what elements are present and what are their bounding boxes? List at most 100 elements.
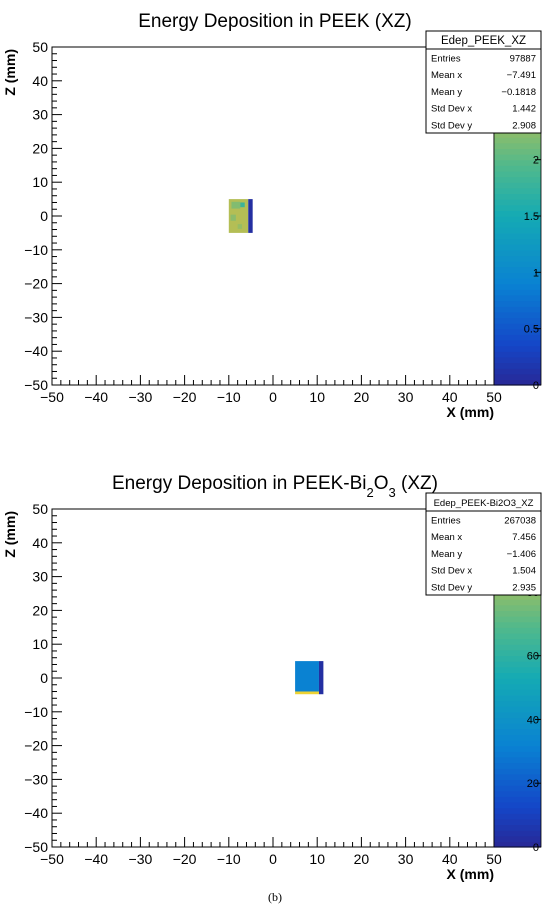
stats-row-value: 7.456 xyxy=(512,532,536,543)
title-subscript: 3 xyxy=(389,485,396,500)
colorbar-band xyxy=(494,807,541,814)
colorbar-band xyxy=(494,818,541,826)
heatmap-panel-peek-bi2o3: Energy Deposition in PEEK-Bi2O3 (XZ) −50 −… xyxy=(0,462,550,902)
y-axis-label: Z (mm) xyxy=(2,511,18,558)
colorbar-band xyxy=(494,678,541,685)
colorbar-band xyxy=(494,785,541,792)
y-tick-label: −20 xyxy=(24,276,48,292)
colorbar-band xyxy=(494,176,541,183)
stats-row-value: 1.504 xyxy=(512,566,536,577)
stats-row-value: 97887 xyxy=(510,53,536,64)
colorbar-band xyxy=(494,154,541,161)
title-part: Energy Deposition in PEEK-Bi xyxy=(112,473,367,494)
colorbar-band xyxy=(494,616,541,623)
colorbar-band xyxy=(494,683,541,690)
colorbar-band xyxy=(494,773,541,780)
colorbar-band xyxy=(494,751,541,758)
colorbar-band xyxy=(494,339,541,347)
stats-row-value: 1.442 xyxy=(512,104,536,115)
colorbar-band xyxy=(494,379,541,386)
colorbar-band xyxy=(494,672,541,679)
colorbar-band xyxy=(494,621,541,628)
y-tick-label: 0 xyxy=(40,208,48,224)
colorbar-band xyxy=(494,627,541,634)
colorbar-band xyxy=(494,193,541,200)
colorbar-band xyxy=(494,768,541,775)
colorbar-band xyxy=(494,830,541,837)
stats-row-label: Mean y xyxy=(431,549,462,560)
heatmap-cell xyxy=(230,214,236,221)
colorbar-band xyxy=(494,137,541,144)
colorbar-band xyxy=(494,261,541,268)
chart-title: Energy Deposition in PEEK (XZ) xyxy=(138,11,412,32)
colorbar-band xyxy=(494,249,541,257)
colorbar-band xyxy=(494,824,541,831)
stats-row-label: Std Dev x xyxy=(431,566,472,577)
y-tick-label: 30 xyxy=(32,569,48,585)
colorbar-band xyxy=(494,311,541,318)
colorbar-band xyxy=(494,244,541,251)
x-axis-label: X (mm) xyxy=(447,866,494,882)
colorbar-tick-label: 2 xyxy=(533,155,539,167)
colorbar-band xyxy=(494,148,541,155)
y-tick-label: 0 xyxy=(40,670,48,686)
x-tick-label: 10 xyxy=(309,389,325,405)
stats-row-value: 2.935 xyxy=(512,583,536,594)
x-tick-label: −50 xyxy=(40,389,64,405)
stats-row-label: Std Dev x xyxy=(431,104,472,115)
heatmap-chart-peek: Energy Deposition in PEEK (XZ) −50 −40 −30 −… xyxy=(2,11,542,420)
stats-row-label: Entries xyxy=(431,515,461,526)
x-tick-label: 40 xyxy=(442,389,458,405)
heatmap-cell xyxy=(295,691,319,695)
colorbar-band xyxy=(494,294,541,302)
colorbar-band xyxy=(494,706,541,713)
colorbar-band xyxy=(494,717,541,724)
y-tick-label: −50 xyxy=(24,839,48,855)
colorbar-band xyxy=(494,644,541,651)
colorbar-band xyxy=(494,368,541,375)
colorbar-band xyxy=(494,801,541,809)
y-tick-label: 40 xyxy=(32,535,48,551)
colorbar-band xyxy=(494,351,541,358)
stats-row-value: −1.406 xyxy=(507,549,536,560)
colorbar-band xyxy=(494,362,541,369)
y-tick-label: −10 xyxy=(24,242,48,258)
stats-row-label: Mean x xyxy=(431,70,462,81)
x-tick-label: −20 xyxy=(173,389,197,405)
colorbar-band xyxy=(494,170,541,178)
x-tick-label: 30 xyxy=(398,389,414,405)
x-tick-label: 30 xyxy=(398,851,414,867)
heatmap-cell xyxy=(318,661,324,695)
colorbar-tick-label: 60 xyxy=(527,651,539,663)
y-tick-label: 20 xyxy=(32,140,48,156)
colorbar-band xyxy=(494,700,541,707)
y-tick-label: 20 xyxy=(32,602,48,618)
colorbar-band xyxy=(494,728,541,735)
x-tick-label: 20 xyxy=(354,389,370,405)
y-tick-label: −30 xyxy=(24,309,48,325)
x-tick-label: 0 xyxy=(269,389,277,405)
y-tick-label: −30 xyxy=(24,771,48,787)
y-tick-label: 30 xyxy=(32,107,48,123)
x-tick-label: −30 xyxy=(129,389,153,405)
colorbar-tick-label: 20 xyxy=(527,778,539,790)
stats-row-label: Std Dev y xyxy=(431,583,472,594)
x-tick-label: −20 xyxy=(173,851,197,867)
x-tick-label: −40 xyxy=(84,851,108,867)
colorbar-band xyxy=(494,345,541,352)
x-tick-label: −40 xyxy=(84,389,108,405)
colorbar-band xyxy=(494,841,541,848)
y-tick-label: 10 xyxy=(32,636,48,652)
colorbar-band xyxy=(494,216,541,223)
colorbar-tick-label: 0 xyxy=(533,842,539,854)
y-tick-label: 40 xyxy=(32,73,48,89)
colorbar-band xyxy=(494,221,541,228)
colorbar-band xyxy=(494,593,541,600)
colorbar-band xyxy=(494,723,541,730)
heatmap-cell xyxy=(237,224,243,229)
stats-row-label: Std Dev y xyxy=(431,121,472,132)
colorbar-band xyxy=(494,666,541,673)
colorbar-tick-label: 0 xyxy=(533,380,539,392)
chart-title: Energy Deposition in PEEK-Bi2O3 (XZ) xyxy=(112,473,438,500)
colorbar-band xyxy=(494,373,541,380)
